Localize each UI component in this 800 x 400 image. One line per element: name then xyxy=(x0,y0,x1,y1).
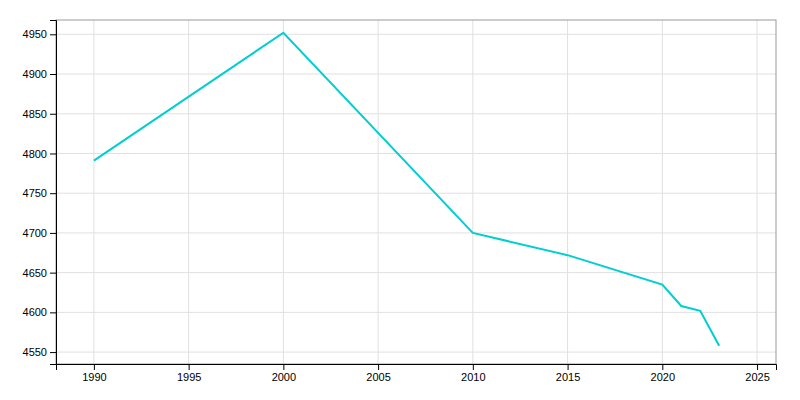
y-tick-mark xyxy=(50,74,56,75)
x-tick-label: 2015 xyxy=(556,371,580,383)
y-tick-mark xyxy=(50,233,56,234)
x-tick: 2000 xyxy=(272,364,296,383)
x-tick-mark xyxy=(283,364,284,370)
y-tick-label: 4700 xyxy=(23,227,47,239)
x-tick-mark xyxy=(757,364,758,370)
x-tick: 2005 xyxy=(366,364,390,383)
x-axis: 1990 1995 2000 2005 2010 2015 2020 2025 xyxy=(57,364,777,383)
x-tick-mark xyxy=(189,364,190,370)
x-tick-mark xyxy=(662,364,663,370)
y-tick-mark xyxy=(50,34,56,35)
y-tick: 4750 xyxy=(23,187,56,199)
y-tick: 4850 xyxy=(23,108,56,120)
x-tick: 2010 xyxy=(461,364,485,383)
x-tick: 1995 xyxy=(177,364,201,383)
x-tick-label: 2025 xyxy=(745,371,769,383)
y-tick-mark xyxy=(50,153,56,154)
y-tick-mark xyxy=(50,273,56,274)
x-tick-label: 1990 xyxy=(82,371,106,383)
x-tick: 2025 xyxy=(745,364,769,383)
x-tick-mark xyxy=(568,364,569,370)
plot-area: 1990 1995 2000 2005 2010 2015 2020 2025 4550 4600… xyxy=(23,20,777,383)
y-tick: 4900 xyxy=(23,68,56,80)
y-grid-line xyxy=(56,34,776,35)
y-grid-line xyxy=(56,272,776,273)
y-tick-mark xyxy=(50,312,56,313)
y-tick-label: 4800 xyxy=(23,147,47,159)
x-tick-label: 2010 xyxy=(461,371,485,383)
x-tick-mark xyxy=(378,364,379,370)
x-tick-label: 1995 xyxy=(177,371,201,383)
y-tick-label: 4650 xyxy=(23,267,47,279)
x-tick-mark xyxy=(473,364,474,370)
x-tick-mark xyxy=(94,364,95,370)
x-axis-line xyxy=(57,365,777,371)
y-axis: 4550 4600 4650 4700 4750 4800 4850 4900 4950 xyxy=(23,21,57,365)
y-tick: 4600 xyxy=(23,306,56,318)
marks xyxy=(94,33,719,346)
y-tick: 4800 xyxy=(23,147,56,159)
y-tick-label: 4600 xyxy=(23,306,47,318)
x-tick: 1990 xyxy=(82,364,106,383)
y-tick: 4650 xyxy=(23,267,56,279)
data-line xyxy=(94,33,719,346)
y-axis-line xyxy=(50,21,57,365)
y-tick-label: 4900 xyxy=(23,68,47,80)
y-tick-label: 4850 xyxy=(23,108,47,120)
y-grid-line xyxy=(56,193,776,194)
x-tick-label: 2020 xyxy=(651,371,675,383)
y-grid-line xyxy=(56,74,776,75)
y-grid-line xyxy=(56,153,776,154)
plot-frame xyxy=(56,20,776,364)
y-tick: 4700 xyxy=(23,227,56,239)
y-tick: 4550 xyxy=(23,346,56,358)
y-grid-line xyxy=(56,352,776,353)
y-tick-label: 4750 xyxy=(23,187,47,199)
y-grid-line xyxy=(56,312,776,313)
x-tick: 2015 xyxy=(556,364,580,383)
x-tick: 2020 xyxy=(651,364,675,383)
y-tick-label: 4950 xyxy=(23,28,47,40)
chart-svg: 1990 1995 2000 2005 2010 2015 2020 2025 4550 4600… xyxy=(0,0,800,400)
y-tick-mark xyxy=(50,352,56,353)
y-tick: 4950 xyxy=(23,28,56,40)
y-grid-line xyxy=(56,232,776,233)
grid xyxy=(56,20,776,364)
x-tick-label: 2000 xyxy=(272,371,296,383)
y-tick-mark xyxy=(50,114,56,115)
y-tick-mark xyxy=(50,193,56,194)
y-tick-label: 4550 xyxy=(23,346,47,358)
chart-container: 1990 1995 2000 2005 2010 2015 2020 2025 4550 4600… xyxy=(0,0,800,400)
x-tick-label: 2005 xyxy=(366,371,390,383)
